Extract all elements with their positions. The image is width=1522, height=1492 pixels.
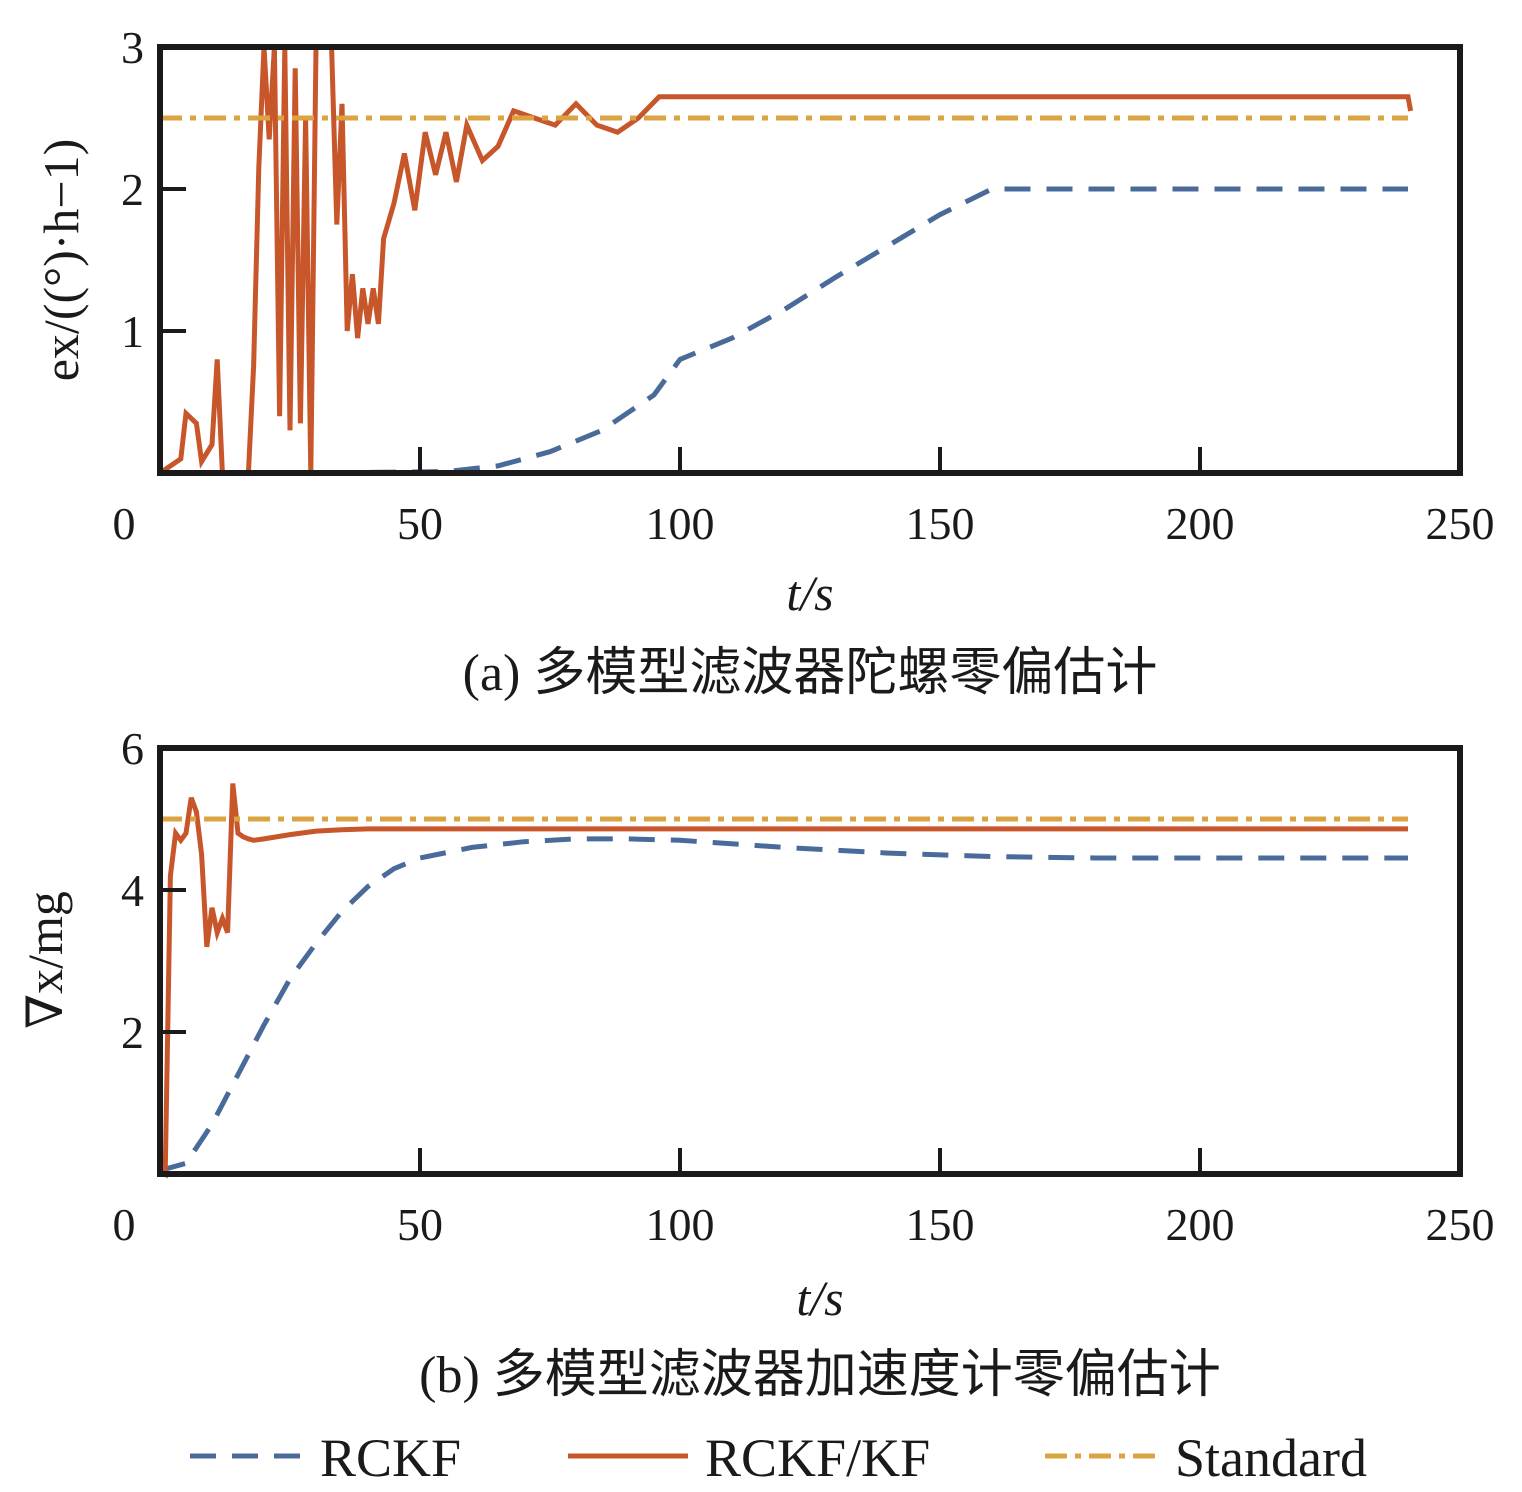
- panel-a-xtick-label: 200: [1166, 498, 1235, 549]
- panel-b-xtick-label: 0: [113, 1199, 136, 1250]
- panel-b-xlabel: t/s: [796, 1270, 843, 1326]
- panel-a-chart: 0 50 100 150 200 250 1 2 3 ex/((°)·h−1) t/s (a) …: [33, 22, 1495, 702]
- panel-a-tick-labels: 0 50 100 150 200 250 1 2 3: [113, 22, 1495, 549]
- panel-b-xtick-label: 250: [1426, 1199, 1495, 1250]
- panel-a-ytick-label: 2: [121, 164, 144, 215]
- panel-b-series-rckf-kf: [158, 783, 1408, 1179]
- panel-a-series-rckf-kf: [158, 44, 1414, 476]
- panel-b-ticks: [160, 888, 1202, 1174]
- panel-a-xtick-label: 250: [1426, 498, 1495, 549]
- panel-b-ytick-label: 4: [121, 865, 144, 916]
- legend: RCKF RCKF/KF Standard: [190, 1428, 1367, 1488]
- panel-a-caption: (a) 多模型滤波器陀螺零偏估计: [463, 645, 1158, 702]
- panel-a-ylabel: ex/((°)·h−1): [33, 139, 89, 382]
- panel-b-ytick-label: 2: [121, 1007, 144, 1058]
- legend-rckfkf-label: RCKF/KF: [705, 1428, 930, 1488]
- panel-a-frame: [157, 44, 1463, 476]
- panel-b-series-rckf: [159, 836, 1408, 1173]
- panel-b-tick-labels: 0 50 100 150 200 250 2 4 6: [113, 723, 1495, 1250]
- panel-b-chart: 0 50 100 150 200 250 2 4 6 ∇x/mg t/s (b) 多模型滤波器加…: [17, 723, 1495, 1404]
- panel-a-xtick-label: 100: [646, 498, 715, 549]
- panel-a-xtick-label: 50: [397, 498, 443, 549]
- panel-b-xtick-label: 200: [1166, 1199, 1235, 1250]
- legend-standard-label: Standard: [1175, 1428, 1367, 1488]
- panel-a-ticks: [160, 187, 1202, 473]
- panel-a-ytick-label: 1: [121, 306, 144, 357]
- panel-a-xlabel: t/s: [786, 565, 833, 621]
- panel-b-xtick-label: 100: [646, 1199, 715, 1250]
- panel-b-frame: [157, 745, 1463, 1177]
- panel-a-plot-area: [158, 44, 1414, 476]
- panel-a-series-rckf: [160, 186, 1408, 476]
- panel-b-ylabel: ∇x/mg: [17, 891, 73, 1029]
- panel-b-ytick-label: 6: [121, 723, 144, 774]
- panel-b-xtick-label: 50: [397, 1199, 443, 1250]
- panel-b-xtick-label: 150: [906, 1199, 975, 1250]
- panel-b-plot-area: [158, 783, 1408, 1179]
- panel-b-caption: (b) 多模型滤波器加速度计零偏估计: [419, 1347, 1221, 1404]
- panel-a-xtick-label: 0: [113, 498, 136, 549]
- panel-a-xtick-label: 150: [906, 498, 975, 549]
- panel-a-ytick-label: 3: [121, 22, 144, 73]
- legend-rckf-label: RCKF: [320, 1428, 461, 1488]
